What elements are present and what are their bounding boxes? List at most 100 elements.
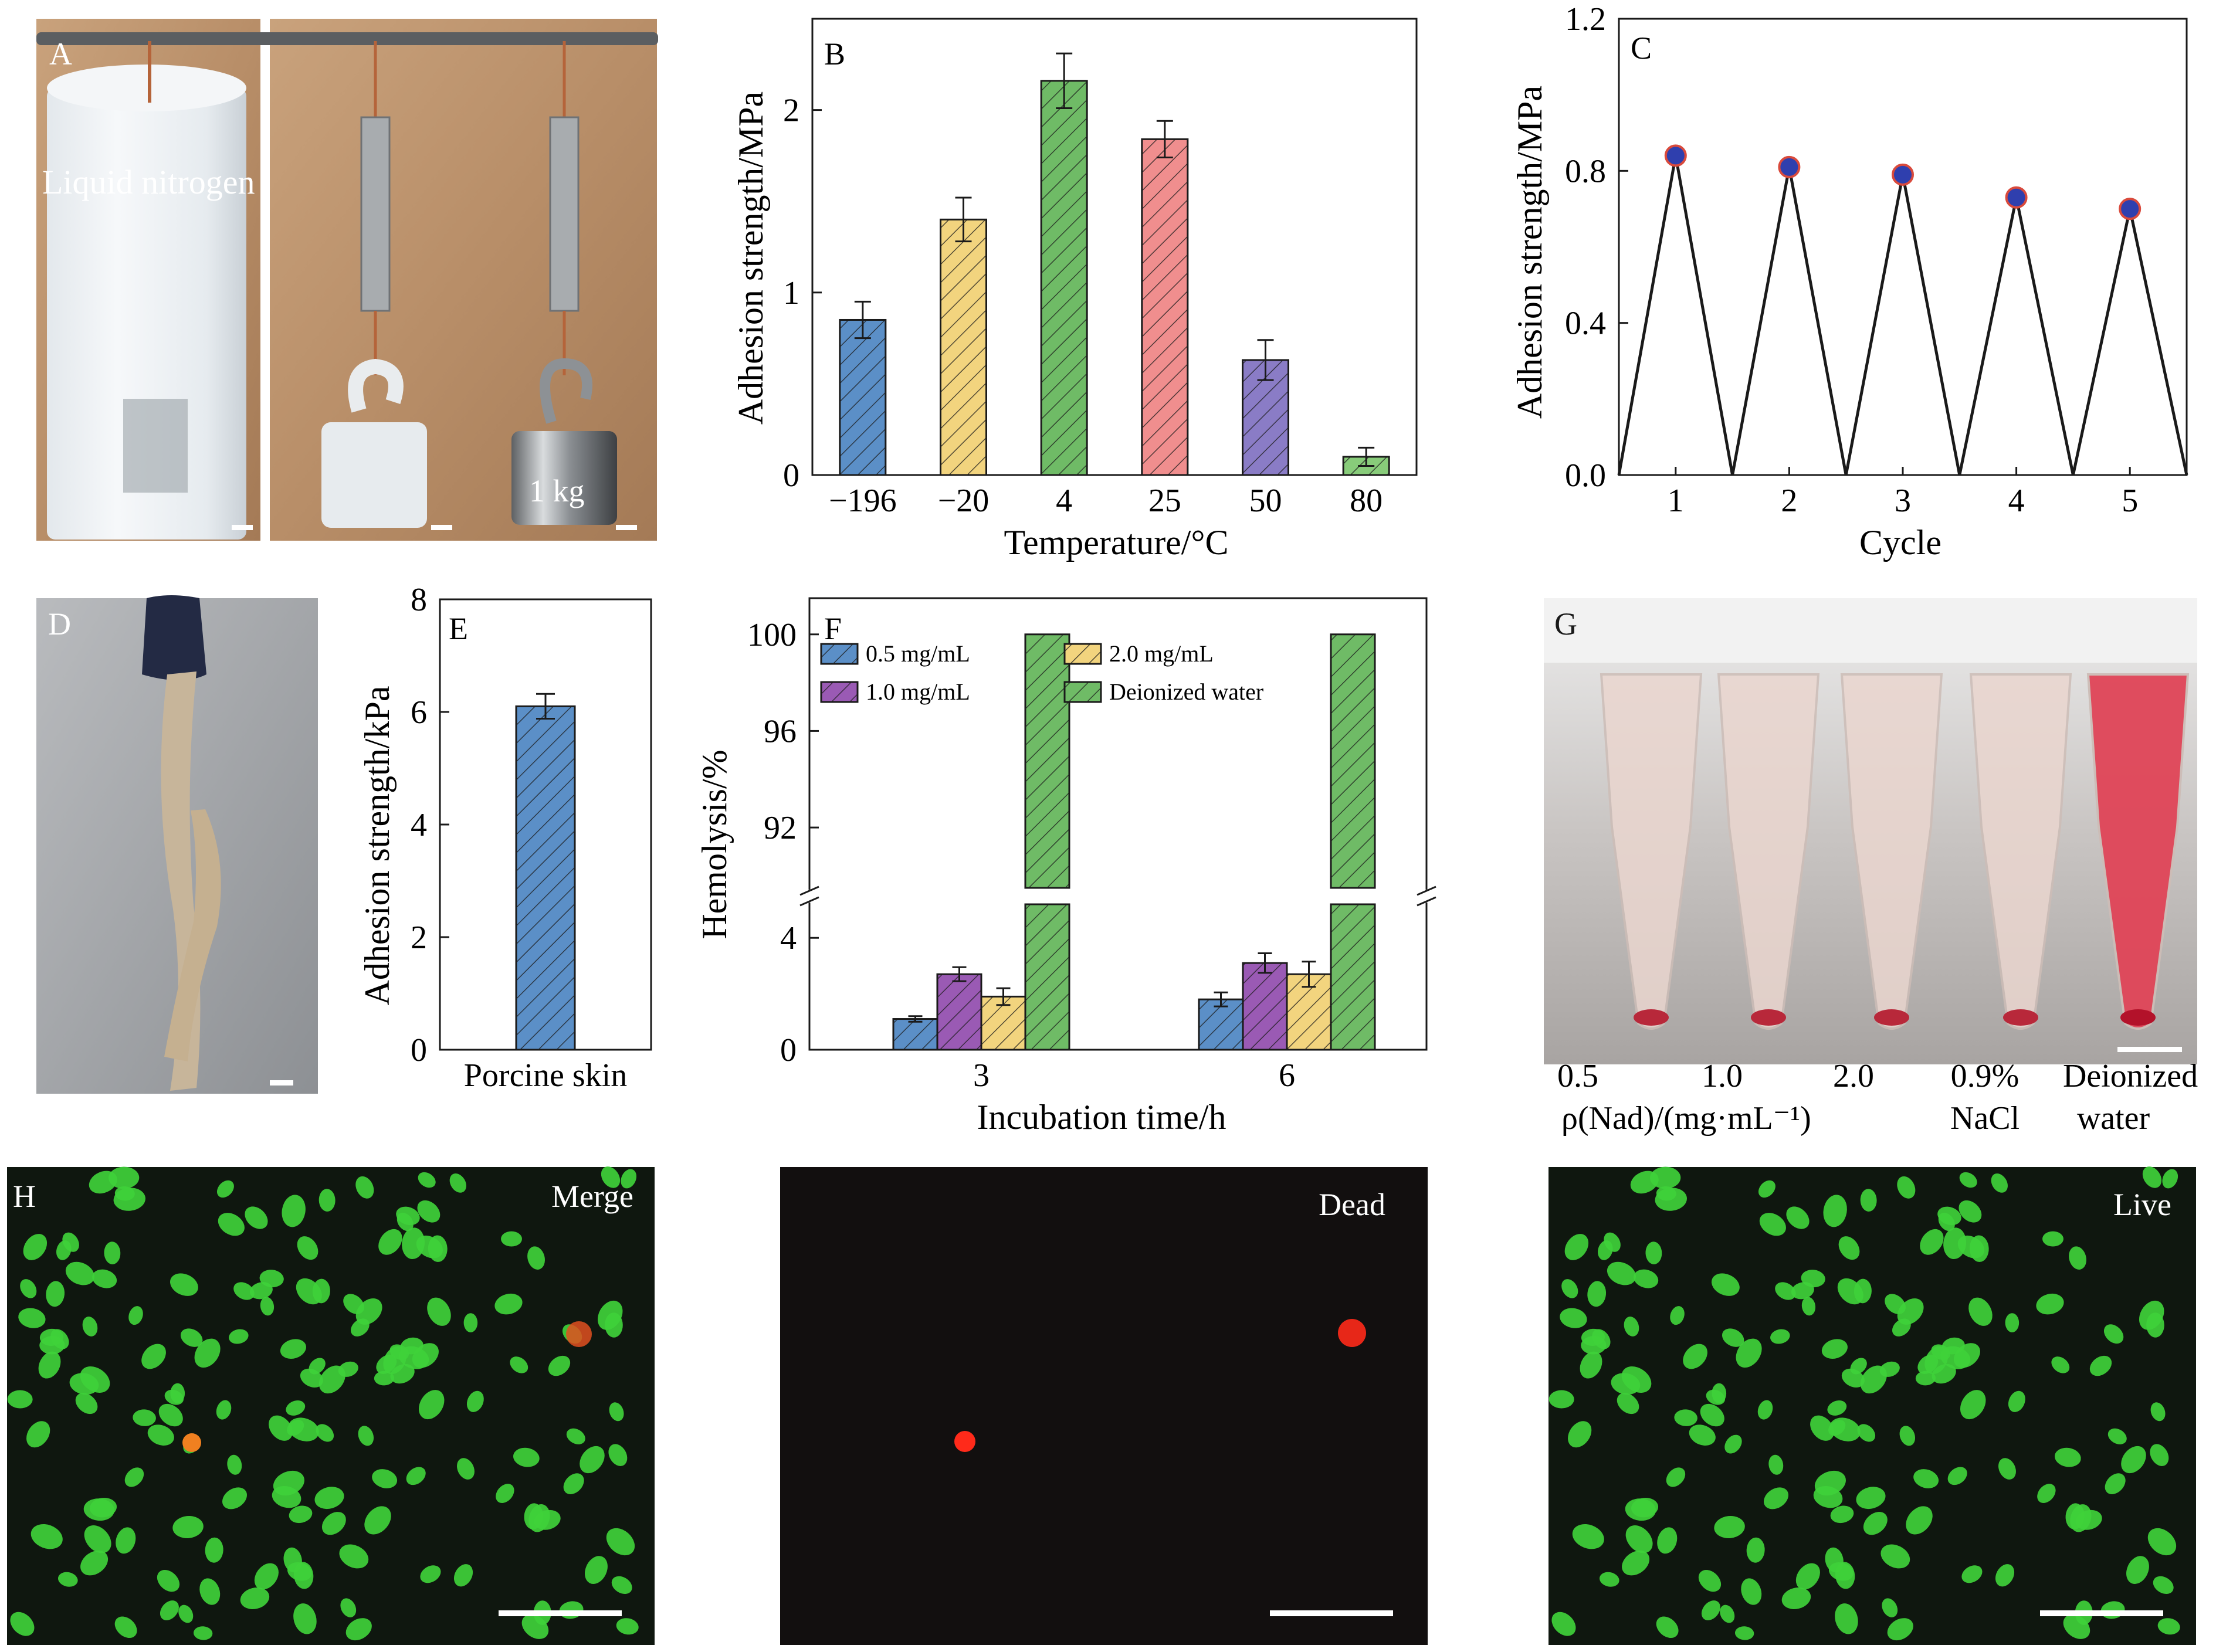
h-cell	[1959, 1200, 1982, 1223]
b-bar-hatch	[1141, 139, 1188, 476]
b-xtick-label: 80	[1350, 483, 1383, 519]
h-cell	[2069, 1246, 2086, 1270]
f-xlabel: Incubation time/h	[977, 1098, 1226, 1137]
h-cell	[1770, 1329, 1790, 1344]
h-cell	[260, 1297, 275, 1316]
h-cell	[1959, 1172, 1977, 1188]
e-ylabel: Adhesion strength/kPa	[358, 686, 397, 1006]
h-cell	[164, 1389, 184, 1405]
panel-letter-g: G	[1554, 606, 1577, 642]
h-cell	[1759, 1213, 1786, 1236]
h-cell	[2147, 1528, 2177, 1556]
f-bar-hatch	[1025, 904, 1069, 1050]
h-cell	[1860, 1365, 1887, 1394]
h-cell	[293, 1603, 317, 1634]
f-axis-break-mark	[1417, 896, 1436, 907]
h-cell	[7, 1390, 33, 1409]
h-cell	[2126, 1556, 2149, 1584]
h-cell	[178, 1604, 194, 1623]
h-cell	[1741, 1578, 1762, 1605]
f-bar-hatch	[937, 974, 981, 1050]
h-cell	[2157, 1618, 2180, 1635]
panel-h-micrographs	[7, 1166, 2196, 1645]
h-cell	[494, 1293, 523, 1315]
h-cell	[528, 1504, 550, 1532]
h-cell	[287, 1419, 304, 1436]
h-cell	[1674, 1409, 1697, 1426]
h-cell	[1860, 1189, 1877, 1212]
h-cell	[1714, 1515, 1745, 1539]
h-cell	[318, 1189, 336, 1212]
h-cell	[1838, 1236, 1860, 1260]
f-bar-hatch	[1331, 904, 1375, 1050]
b-xlabel: Temperature/°C	[1004, 523, 1229, 562]
h-cell	[157, 1570, 180, 1592]
scale-bar	[2040, 1610, 2163, 1616]
h-cell	[56, 1240, 72, 1260]
h-cell	[104, 1241, 121, 1264]
c-point	[2005, 186, 2028, 209]
h-cell	[1801, 1297, 1816, 1316]
f-legend-swatch-hatch	[1065, 682, 1101, 702]
f-bar-hatch	[1199, 999, 1243, 1050]
f-axis-break-mark	[1417, 886, 1436, 896]
c-xtick-label: 1	[1668, 483, 1684, 519]
h-cell	[1630, 1171, 1659, 1194]
b-ytick-label: 2	[783, 93, 799, 129]
c-ytick-label: 0.4	[1565, 306, 1606, 342]
h-cell	[374, 1371, 394, 1386]
h-cell	[38, 1351, 61, 1379]
h-cell	[1561, 1279, 1578, 1298]
h-cell	[1617, 1393, 1639, 1414]
scale-bar	[616, 525, 637, 530]
panel-letter-h: H	[13, 1179, 36, 1214]
b-ylabel: Adhesion strength/MPa	[731, 91, 770, 425]
h-cell	[1599, 1572, 1619, 1587]
g-tube	[1840, 673, 1943, 1030]
h-cell	[1587, 1281, 1607, 1307]
h-cell	[1711, 1273, 1740, 1296]
e-ytick-label: 0	[411, 1032, 427, 1068]
h-cell	[418, 1172, 436, 1188]
h-cell	[158, 1403, 183, 1427]
h-cell	[1991, 1173, 2008, 1193]
h-cell	[114, 1616, 137, 1639]
f-axis-break-mark	[799, 886, 819, 896]
h-cell	[402, 1227, 425, 1260]
f-legend-label: 0.5 mg/mL	[866, 640, 970, 667]
h-cell	[1645, 1241, 1662, 1264]
h-cell	[597, 1300, 623, 1330]
h-cell	[609, 1402, 624, 1422]
h-cell	[372, 1469, 398, 1488]
h-cell	[2150, 1402, 2166, 1422]
h-cell	[1841, 1368, 1865, 1388]
liquid-nitrogen-label: Liquid nitrogen	[42, 163, 255, 201]
g-water-label: water	[2077, 1100, 2150, 1137]
h-cell	[26, 1421, 50, 1448]
f-ytick-label: 0	[780, 1032, 797, 1068]
h-cell	[496, 1484, 514, 1503]
h-cell	[1657, 1527, 1678, 1554]
h-cell	[1775, 1282, 1796, 1300]
chart-f-hemolysis: F Hemolysis/% Incubation time/h 0 4 92 96 10…	[695, 597, 1436, 1137]
h-cell	[2162, 1169, 2178, 1189]
c-xtick-label: 2	[1781, 483, 1797, 519]
f-axis-break-mark	[799, 896, 819, 907]
f-xtick-label: 3	[973, 1057, 990, 1094]
c-point	[1664, 144, 1687, 167]
h-cell	[245, 1206, 268, 1229]
dead-image	[780, 1167, 1428, 1645]
h-cell	[289, 1505, 313, 1524]
g-xlabel: ρ(Nad)/(mg·mL⁻¹)	[1561, 1100, 1811, 1137]
h-cell	[1631, 1497, 1659, 1518]
h-cell	[1568, 1421, 1592, 1448]
h-cell	[280, 1339, 306, 1359]
panel-letter-b: B	[824, 36, 845, 72]
h-cell	[1837, 1278, 1863, 1305]
h-cell	[124, 1467, 144, 1487]
b-ytick-label: 0	[783, 457, 799, 494]
h-cell	[2055, 1447, 2081, 1467]
h-cell	[1734, 1626, 1754, 1640]
h-cell	[616, 1618, 639, 1635]
h-cell	[355, 1176, 374, 1199]
